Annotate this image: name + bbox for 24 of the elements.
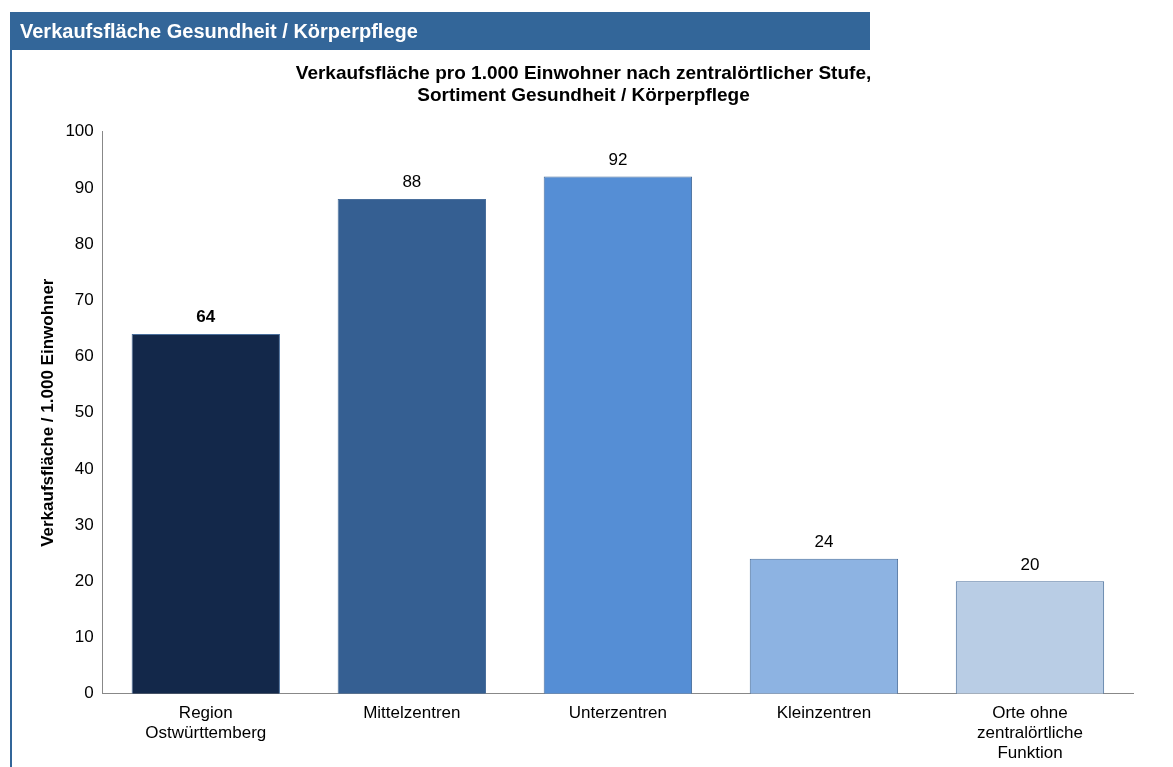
y-tick-label: 70 (74, 289, 94, 309)
y-tick-label: 50 (74, 402, 94, 422)
y-tick-label: 90 (74, 177, 94, 197)
y-tick-label: 10 (74, 627, 94, 647)
x-tick-label: Orte ohne zentralörtliche Funktion (977, 702, 1083, 763)
y-tick-label: 0 (84, 683, 94, 703)
x-tick-label: Mittelzentren (363, 702, 461, 722)
y-tick-label: 30 (74, 514, 94, 534)
y-tick-label: 60 (74, 346, 94, 366)
y-tick-label: 20 (74, 571, 94, 591)
data-label: 92 (608, 149, 628, 169)
x-tick-label: Region Ostwürttemberg (145, 702, 267, 743)
data-label: 24 (814, 532, 834, 552)
data-label: 88 (402, 172, 422, 192)
y-tick-label: 100 (65, 121, 94, 141)
data-label: 20 (1020, 554, 1040, 574)
y-axis-title: Verkaufsfläche / 1.000 Einwohner (37, 278, 57, 547)
y-tick-label: 80 (74, 233, 94, 253)
chart-title: Verkaufsfläche pro 1.000 Einwohner nach zentralörtlicher Stufe, Sortiment Gesundheit / Körperpflege (295, 61, 872, 106)
y-tick-label: 40 (74, 458, 94, 478)
data-label: 64 (196, 307, 216, 327)
text: Verkaufsfläche Gesundheit / Körperpflege (10, 12, 870, 50)
x-tick-label: Kleinzentren (776, 702, 872, 722)
x-tick-label: Unterzentren (568, 702, 668, 722)
